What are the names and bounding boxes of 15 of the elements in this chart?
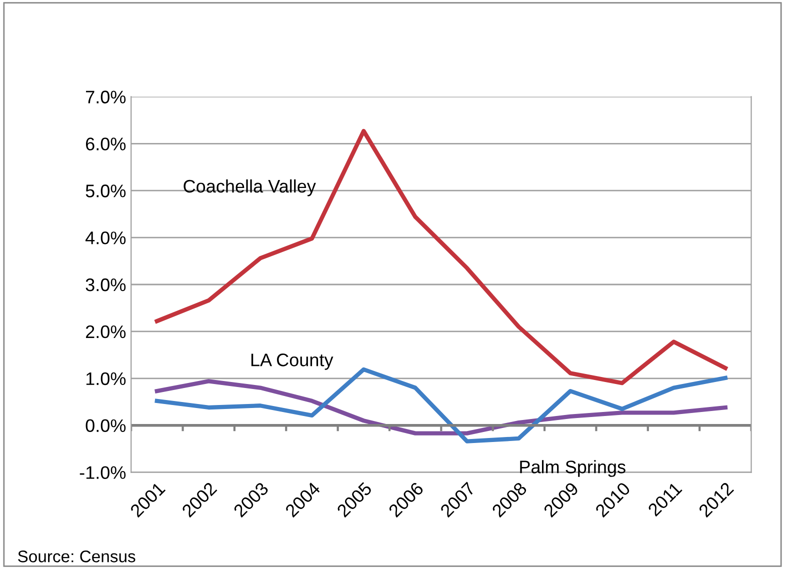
y-tick-label: 2.0% xyxy=(86,325,126,338)
y-tick-label: 6.0% xyxy=(86,138,126,150)
series-label: Coachella Valley xyxy=(184,179,316,196)
series-label: LA County xyxy=(251,354,334,370)
source-note: Source: Census xyxy=(18,550,136,562)
y-tick-label: 0.0% xyxy=(86,419,126,432)
series-label: Palm Springs xyxy=(520,460,626,477)
line-series xyxy=(154,128,728,386)
y-tick-label: -1.0% xyxy=(80,466,126,479)
y-tick-label: 1.0% xyxy=(86,372,126,386)
y-tick-label: 7.0% xyxy=(86,90,126,104)
y-tick-label: 5.0% xyxy=(86,184,126,198)
line-series xyxy=(154,379,728,436)
y-tick-label: 3.0% xyxy=(86,278,126,292)
y-tick-label: 4.0% xyxy=(85,231,126,244)
